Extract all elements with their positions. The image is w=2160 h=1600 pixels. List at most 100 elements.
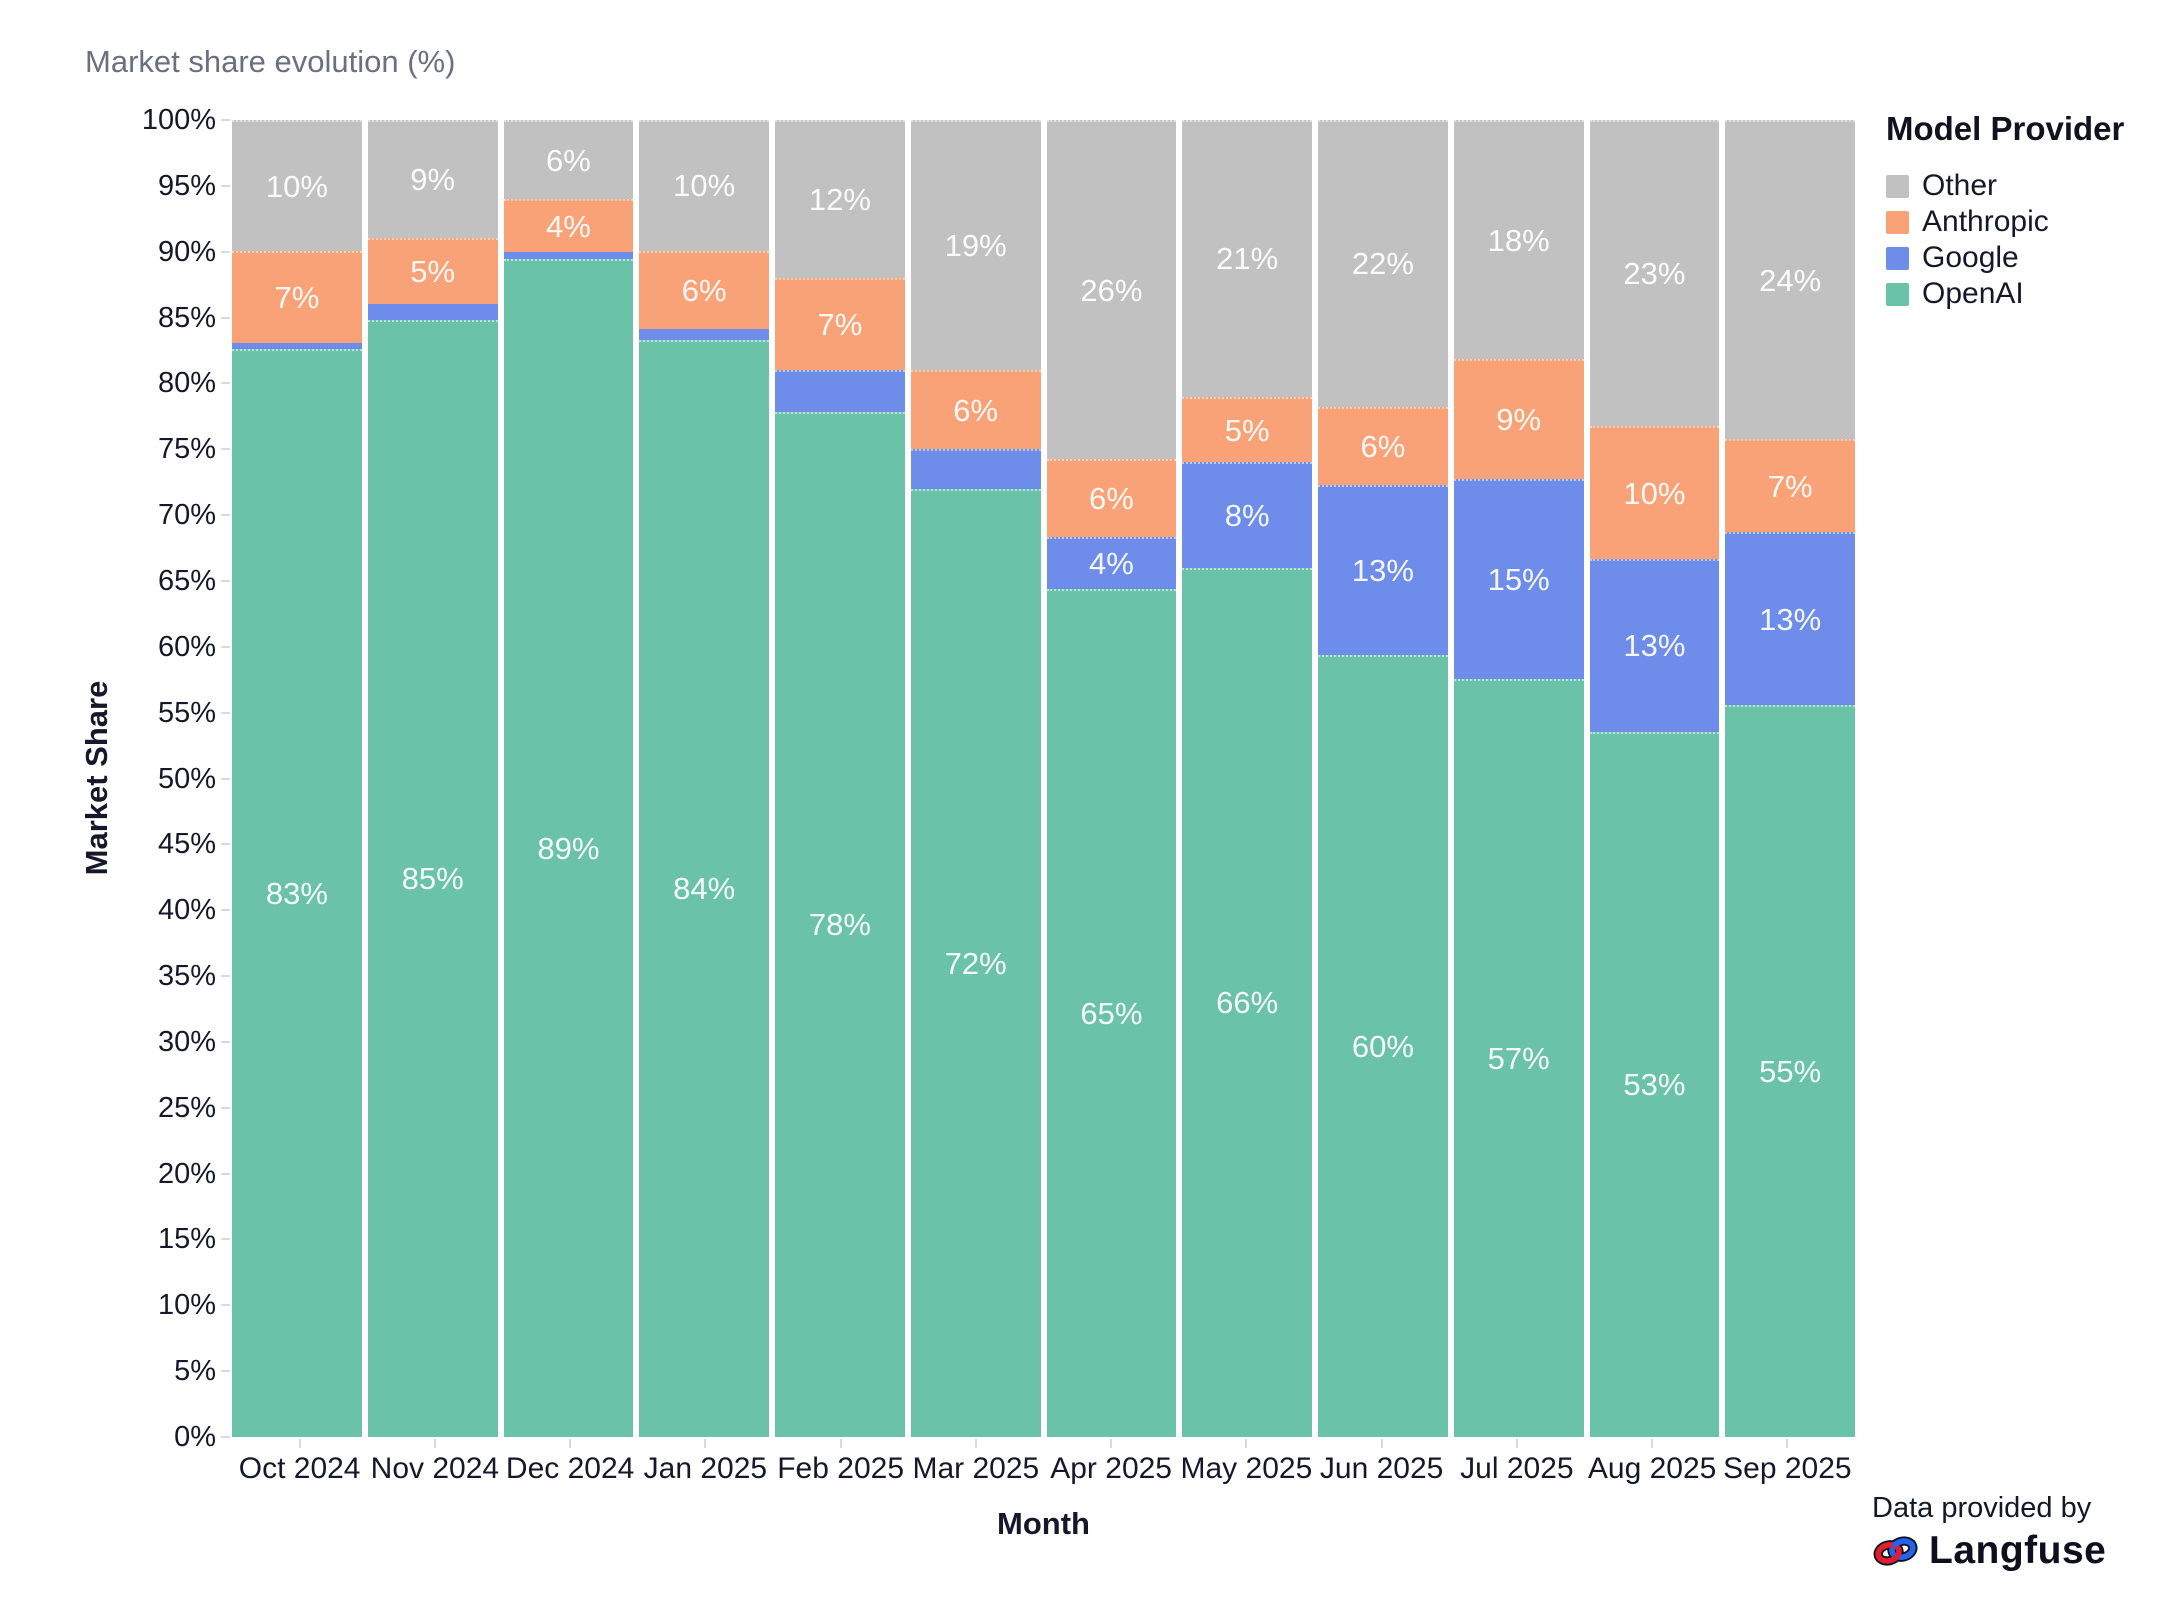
bar-segment-label: 7%: [274, 279, 320, 315]
bar-column-jul-2025: 57% 15% 9% 18%: [1453, 120, 1584, 1437]
bar-segment-other: 23%: [1589, 120, 1720, 426]
bar-column-sep-2025: 55% 13% 7% 24%: [1725, 120, 1855, 1437]
x-tick-label: Jan 2025: [643, 1452, 768, 1485]
bar-segment-label: 19%: [944, 228, 1007, 264]
y-tick-mark: [221, 250, 230, 253]
legend-items: Other Anthropic Google OpenAI: [1886, 168, 2124, 312]
bar-column-jun-2025: 60% 13% 6% 22%: [1318, 120, 1448, 1437]
bar-segment-label: 84%: [673, 871, 736, 907]
bar-segment-label: 5%: [410, 254, 456, 290]
bar-segment-label: 15%: [1487, 561, 1550, 597]
x-tick-label: Nov 2024: [370, 1452, 500, 1485]
bar-segment-anthropic: 5%: [1182, 396, 1312, 463]
bar-segment-other: 18%: [1453, 120, 1584, 360]
legend-item-other[interactable]: Other: [1886, 168, 2124, 204]
legend-item-anthropic[interactable]: Anthropic: [1886, 204, 2124, 240]
bar-segment-openai: 72%: [910, 488, 1041, 1437]
bar-column-oct-2024: 83% 7% 10%: [232, 120, 362, 1437]
bar-segment-other: 6%: [503, 120, 634, 200]
bar-segment-label: 6%: [1360, 429, 1406, 464]
bar-segment-google: 8%: [1182, 462, 1312, 568]
bar-segment-google: 13%: [1725, 532, 1855, 706]
plot-area: 83% 7% 10% 85% 5% 9% 89% 4% 6% 84% 6% 10% 78% 7% 12% 72…: [232, 120, 1855, 1437]
bar-segment-google: [775, 369, 905, 412]
y-tick-label: 90%: [157, 235, 216, 268]
bar-segment-google: 15%: [1453, 479, 1584, 679]
bar-segment-google: [639, 329, 769, 340]
bar-segment-openai: 57%: [1453, 678, 1584, 1437]
legend-label: Google: [1922, 241, 2019, 274]
bar-segment-label: 9%: [1496, 402, 1542, 438]
bar-segment-google: [503, 252, 634, 259]
bar-segment-label: 13%: [1759, 601, 1822, 637]
y-tick-label: 60%: [157, 630, 216, 663]
y-tick-label: 10%: [157, 1289, 216, 1322]
bar-segment-label: 26%: [1080, 272, 1143, 308]
bar-segment-anthropic: 4%: [503, 199, 634, 253]
bar-segment-label: 53%: [1623, 1067, 1686, 1103]
bar-segment-label: 10%: [265, 168, 328, 204]
y-tick-label: 5%: [174, 1355, 216, 1388]
x-axis: Oct 2024 Nov 2024 Dec 2024 Jan 2025 Feb 2025…: [232, 1452, 1855, 1486]
y-tick-label: 45%: [157, 828, 216, 861]
y-tick-mark: [221, 1370, 230, 1373]
bar-segment-openai: 78%: [775, 411, 905, 1437]
legend-swatch-openai: [1886, 282, 1909, 306]
y-tick-mark: [221, 1238, 230, 1241]
bar-segment-other: 10%: [639, 120, 769, 251]
bar-segment-label: 6%: [545, 142, 591, 178]
bar-segment-label: 6%: [1088, 481, 1134, 517]
bar-segment-label: 83%: [265, 876, 328, 912]
bar-segment-anthropic: 5%: [367, 238, 498, 305]
y-tick-mark: [221, 777, 230, 780]
y-tick-label: 95%: [157, 169, 216, 202]
y-tick-label: 65%: [157, 564, 216, 597]
x-tick-mark: [974, 1439, 977, 1448]
legend-swatch-google: [1886, 246, 1909, 270]
x-tick-label: Oct 2024: [238, 1452, 361, 1485]
bar-segment-google: [910, 449, 1041, 489]
legend-title: Model Provider: [1886, 110, 2125, 147]
bar-segment-label: 78%: [808, 907, 871, 943]
legend-item-openai[interactable]: OpenAI: [1886, 276, 2124, 312]
bar-segment-anthropic: 9%: [1453, 359, 1584, 480]
y-tick-mark: [221, 843, 230, 846]
bar-segment-anthropic: 7%: [1725, 439, 1855, 533]
bar-segment-openai: 55%: [1725, 705, 1855, 1437]
x-tick-mark: [433, 1439, 436, 1448]
bar-column-jan-2025: 84% 6% 10%: [639, 120, 769, 1437]
x-tick-label: May 2025: [1180, 1452, 1313, 1485]
legend-label: Anthropic: [1922, 205, 2049, 238]
bar-segment-label: 60%: [1351, 1028, 1414, 1064]
legend-swatch-anthropic: [1886, 210, 1909, 234]
legend-label: OpenAI: [1922, 277, 2024, 310]
brand-name: Langfuse: [1929, 1529, 2107, 1572]
chart-title: Market share evolution (%): [85, 44, 456, 79]
stacked-bars: 83% 7% 10% 85% 5% 9% 89% 4% 6% 84% 6% 10% 78% 7% 12% 72…: [232, 120, 1855, 1437]
bar-segment-other: 22%: [1318, 120, 1448, 407]
x-axis-title: Month: [997, 1506, 1090, 1541]
y-tick-label: 25%: [157, 1091, 216, 1124]
bar-segment-openai: 83%: [232, 349, 362, 1437]
x-tick-mark: [1515, 1439, 1518, 1448]
y-tick-label: 80%: [157, 367, 216, 400]
y-tick-label: 0%: [174, 1421, 216, 1453]
bar-column-aug-2025: 53% 13% 10% 23%: [1589, 120, 1720, 1437]
bar-segment-label: 55%: [1759, 1054, 1822, 1090]
bar-segment-label: 10%: [673, 168, 736, 204]
y-tick-mark: [221, 711, 230, 714]
y-tick-mark: [221, 382, 230, 385]
y-tick-label: 70%: [157, 499, 216, 532]
legend-item-google[interactable]: Google: [1886, 240, 2124, 276]
bar-segment-other: 19%: [910, 120, 1041, 371]
bar-column-feb-2025: 78% 7% 12%: [775, 120, 905, 1437]
bar-segment-anthropic: 6%: [639, 250, 769, 330]
bar-segment-google: [232, 342, 362, 350]
brand-row: Langfuse: [1872, 1529, 2106, 1573]
bar-column-mar-2025: 72% 6% 19%: [910, 120, 1041, 1437]
x-tick-mark: [1110, 1439, 1113, 1448]
y-tick-mark: [221, 1172, 230, 1175]
bar-segment-label: 13%: [1351, 552, 1414, 588]
bar-column-nov-2024: 85% 5% 9%: [367, 120, 498, 1437]
bar-segment-label: 24%: [1759, 262, 1822, 298]
